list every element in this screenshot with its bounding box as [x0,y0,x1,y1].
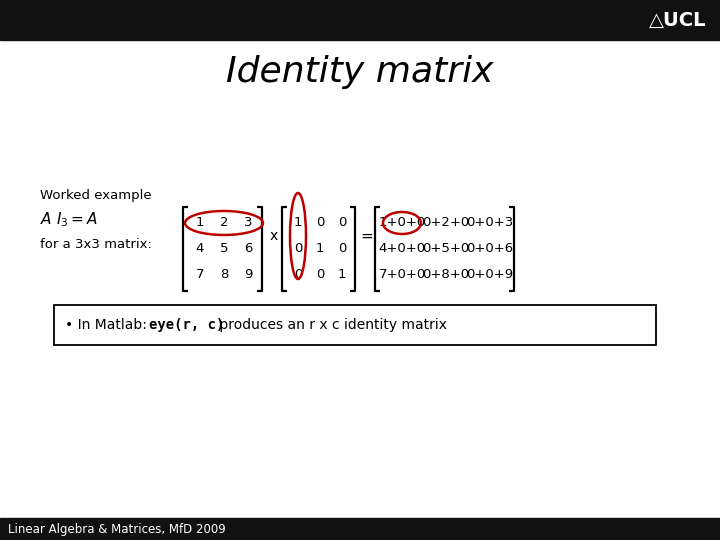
Text: 0+0+3: 0+0+3 [467,217,513,230]
Text: 9: 9 [244,268,252,281]
Text: Linear Algebra & Matrices, MfD 2009: Linear Algebra & Matrices, MfD 2009 [8,523,226,536]
Text: 1: 1 [338,268,346,281]
Text: 8: 8 [220,268,228,281]
Text: 0: 0 [294,242,302,255]
Text: $\mathbf{\mathit{A}}\ I_3 = \mathbf{\mathit{A}}$: $\mathbf{\mathit{A}}\ I_3 = \mathbf{\mat… [40,211,98,229]
Text: 0: 0 [316,217,324,230]
Text: 0: 0 [316,268,324,281]
Bar [0,0,720,40]
Text: for a 3x3 matrix:: for a 3x3 matrix: [40,238,152,251]
Text: 0+8+0: 0+8+0 [423,268,469,281]
Text: 6: 6 [244,242,252,255]
Text: 0: 0 [338,217,346,230]
Text: 0+2+0: 0+2+0 [423,217,469,230]
Text: =: = [361,228,374,244]
Text: 1: 1 [294,217,302,230]
Text: 1: 1 [196,217,204,230]
Text: Identity matrix: Identity matrix [226,55,494,89]
Text: 3: 3 [244,217,252,230]
Text: x: x [270,229,278,243]
Text: 0+5+0: 0+5+0 [423,242,469,255]
Text: • In Matlab:: • In Matlab: [65,318,151,332]
Text: 1+0+0: 1+0+0 [379,217,426,230]
Text: Worked example: Worked example [40,190,152,202]
Text: 7+0+0: 7+0+0 [379,268,426,281]
Text: 2: 2 [220,217,228,230]
Bar [0,518,720,540]
Text: 0: 0 [294,268,302,281]
Text: 0+0+6: 0+0+6 [467,242,513,255]
Text: 0+0+9: 0+0+9 [467,268,513,281]
Text: △UCL: △UCL [649,10,706,30]
Text: 1: 1 [316,242,324,255]
Text: 4+0+0: 4+0+0 [379,242,426,255]
Text: eye(r, c): eye(r, c) [149,318,225,332]
Text: 4: 4 [196,242,204,255]
Text: 7: 7 [196,268,204,281]
FancyBboxPatch shape [54,305,656,345]
Text: produces an r x c identity matrix: produces an r x c identity matrix [215,318,447,332]
Text: 0: 0 [338,242,346,255]
Text: 5: 5 [220,242,228,255]
